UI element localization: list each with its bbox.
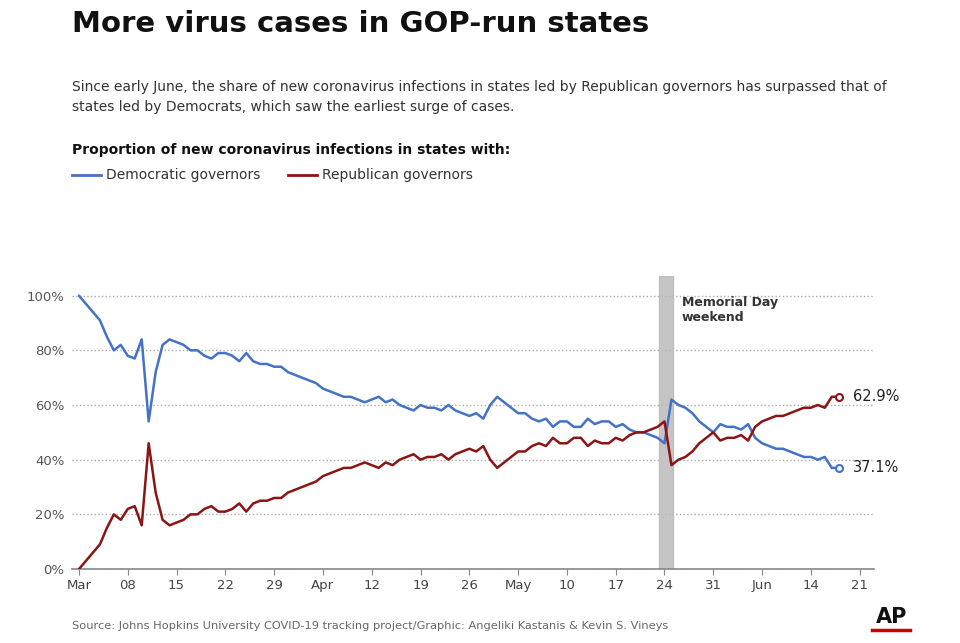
- Text: 62.9%: 62.9%: [852, 389, 900, 404]
- Text: More virus cases in GOP-run states: More virus cases in GOP-run states: [72, 10, 649, 38]
- Text: Memorial Day
weekend: Memorial Day weekend: [682, 296, 778, 323]
- Text: Since early June, the share of new coronavirus infections in states led by Repub: Since early June, the share of new coron…: [72, 80, 887, 114]
- Text: Democratic governors: Democratic governors: [106, 168, 260, 182]
- Text: AP: AP: [876, 607, 907, 627]
- Text: Proportion of new coronavirus infections in states with:: Proportion of new coronavirus infections…: [72, 143, 511, 157]
- Text: Republican governors: Republican governors: [322, 168, 472, 182]
- Text: Source: Johns Hopkins University COVID-19 tracking project/Graphic: Angeliki Kas: Source: Johns Hopkins University COVID-1…: [72, 621, 668, 631]
- Text: 37.1%: 37.1%: [852, 460, 899, 475]
- Bar: [659, 276, 673, 569]
